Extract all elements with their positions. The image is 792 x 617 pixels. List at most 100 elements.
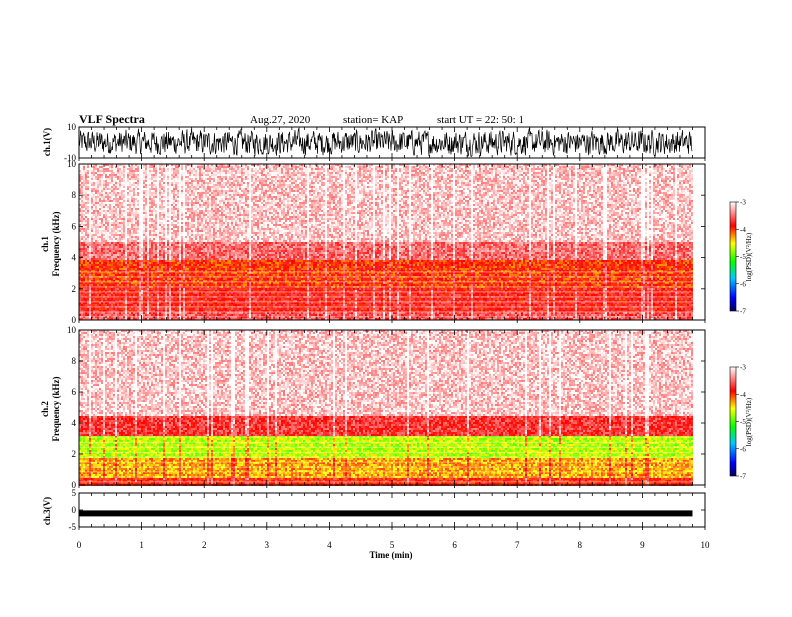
spectrogram-cell [141, 248, 143, 250]
spectrogram-cell [173, 206, 175, 208]
spectrogram-cell [99, 244, 101, 246]
spectrogram-cell [175, 268, 177, 270]
spectrogram-cell [135, 230, 137, 232]
spectrogram-cell [185, 232, 187, 234]
spectrogram-cell [131, 170, 133, 172]
spectrogram-cell [175, 242, 177, 244]
spectrogram-cell [183, 252, 185, 254]
spectrogram-cell [99, 222, 101, 224]
spectrogram-cell [81, 184, 83, 186]
spectrogram-cell [165, 208, 167, 210]
spectrogram-cell [139, 292, 141, 294]
spectrogram-cell [91, 178, 93, 180]
spectrogram-cell [167, 266, 169, 268]
spectrogram-cell [137, 166, 139, 168]
spectrogram-cell [199, 182, 201, 184]
spectrogram-cell [183, 166, 185, 168]
spectrogram-cell [107, 226, 109, 228]
spectrogram-cell [141, 246, 143, 248]
spectrogram-cell [121, 266, 123, 268]
spectrogram-cell [115, 220, 117, 222]
spectrogram-cell [105, 208, 107, 210]
spectrogram-cell [115, 260, 117, 262]
spectrogram-cell [159, 168, 161, 170]
spectrogram-cell [133, 284, 135, 286]
spectrogram-cell [97, 232, 99, 234]
spectrogram-cell [159, 284, 161, 286]
spectrogram-cell [173, 304, 175, 306]
spectrogram-cell [137, 196, 139, 198]
spectrogram-cell [135, 256, 137, 258]
spectrogram-cell [177, 218, 179, 220]
spectrogram-cell [195, 278, 197, 280]
spectrogram-cell [199, 196, 201, 198]
spectrogram-cell [105, 170, 107, 172]
spectrogram-cell [97, 218, 99, 220]
spectrogram-cell [171, 268, 173, 270]
spectrogram-cell [169, 216, 171, 218]
spectrogram-cell [165, 206, 167, 208]
spectrogram-cell [117, 198, 119, 200]
spectrogram-cell [103, 204, 105, 206]
spectrogram-cell [119, 240, 121, 242]
spectrogram-cell [171, 244, 173, 246]
spectrogram-cell [157, 198, 159, 200]
spectrogram-cell [109, 240, 111, 242]
spectrogram-cell [197, 302, 199, 304]
spectrogram-cell [159, 268, 161, 270]
spectrogram-cell [165, 186, 167, 188]
spectrogram-cell [167, 292, 169, 294]
spectrogram-cell [201, 182, 203, 184]
spectrogram-cell [107, 304, 109, 306]
spectrogram-cell [201, 258, 203, 260]
spectrogram-cell [81, 192, 83, 194]
spectrogram-cell [171, 278, 173, 280]
spectrogram-cell [201, 194, 203, 196]
spectrogram-cell [159, 250, 161, 252]
spectrogram-cell [161, 200, 163, 202]
spectrogram-cell [103, 216, 105, 218]
spectrogram-cell [183, 192, 185, 194]
spectrogram-cell [173, 284, 175, 286]
spectrogram-cell [141, 254, 143, 256]
spectrogram-cell [193, 234, 195, 236]
spectrogram-cell [173, 210, 175, 212]
spectrogram-cell [179, 304, 181, 306]
spectrogram-cell [93, 220, 95, 222]
spectrogram-cell [187, 180, 189, 182]
spectrogram-cell [109, 254, 111, 256]
spectrogram-cell [187, 212, 189, 214]
spectrogram-cell [113, 186, 115, 188]
spectrogram-cell [195, 208, 197, 210]
spectrogram-cell [117, 170, 119, 172]
spectrogram-cell [197, 190, 199, 192]
spectrogram-cell [155, 236, 157, 238]
spectrogram-cell [87, 180, 89, 182]
spectrogram-cell [147, 314, 149, 316]
spectrogram-cell [133, 168, 135, 170]
spectrogram-cell [107, 222, 109, 224]
spectrogram-cell [135, 254, 137, 256]
spectrogram-cell [197, 272, 199, 274]
spectrogram-cell [185, 248, 187, 250]
spectrogram-cell [83, 268, 85, 270]
spectrogram-cell [133, 176, 135, 178]
spectrogram-cell [127, 202, 129, 204]
spectrogram-cell [135, 172, 137, 174]
spectrogram-cell [195, 184, 197, 186]
spectrogram-cell [201, 210, 203, 212]
spectrogram-cell [175, 308, 177, 310]
spectrogram-cell [127, 256, 129, 258]
spectrogram-cell [151, 208, 153, 210]
spectrogram-cell [151, 234, 153, 236]
spectrogram-cell [173, 182, 175, 184]
spectrogram-cell [141, 208, 143, 210]
spectrogram-cell [109, 246, 111, 248]
spectrogram-cell [149, 170, 151, 172]
spectrogram-cell [171, 240, 173, 242]
spectrogram-cell [87, 206, 89, 208]
spectrogram-cell [165, 188, 167, 190]
spectrogram-cell [189, 248, 191, 250]
spectrogram-cell [139, 238, 141, 240]
spectrogram-cell [93, 246, 95, 248]
